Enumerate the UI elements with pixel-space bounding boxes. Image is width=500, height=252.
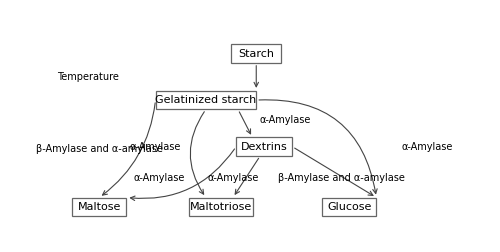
Text: α-Amylase: α-Amylase xyxy=(260,115,311,125)
Text: Glucose: Glucose xyxy=(327,202,372,212)
FancyBboxPatch shape xyxy=(322,198,376,216)
Text: β-Amylase and α-amylase: β-Amylase and α-amylase xyxy=(36,144,163,154)
Text: α-Amylase: α-Amylase xyxy=(401,142,452,152)
FancyBboxPatch shape xyxy=(231,44,281,63)
Text: α-Amylase: α-Amylase xyxy=(134,173,185,183)
Text: α-Amylase: α-Amylase xyxy=(130,142,181,152)
Text: Maltose: Maltose xyxy=(78,202,121,212)
Text: Temperature: Temperature xyxy=(57,72,118,82)
FancyBboxPatch shape xyxy=(72,198,126,216)
Text: Maltotriose: Maltotriose xyxy=(190,202,252,212)
Text: Gelatinized starch: Gelatinized starch xyxy=(155,95,256,105)
FancyBboxPatch shape xyxy=(190,198,254,216)
FancyBboxPatch shape xyxy=(236,137,292,156)
Text: Starch: Starch xyxy=(238,49,274,58)
Text: α-Amylase: α-Amylase xyxy=(208,173,258,183)
FancyBboxPatch shape xyxy=(156,91,256,109)
Text: β-Amylase and α-amylase: β-Amylase and α-amylase xyxy=(278,173,405,183)
Text: Dextrins: Dextrins xyxy=(240,142,288,152)
